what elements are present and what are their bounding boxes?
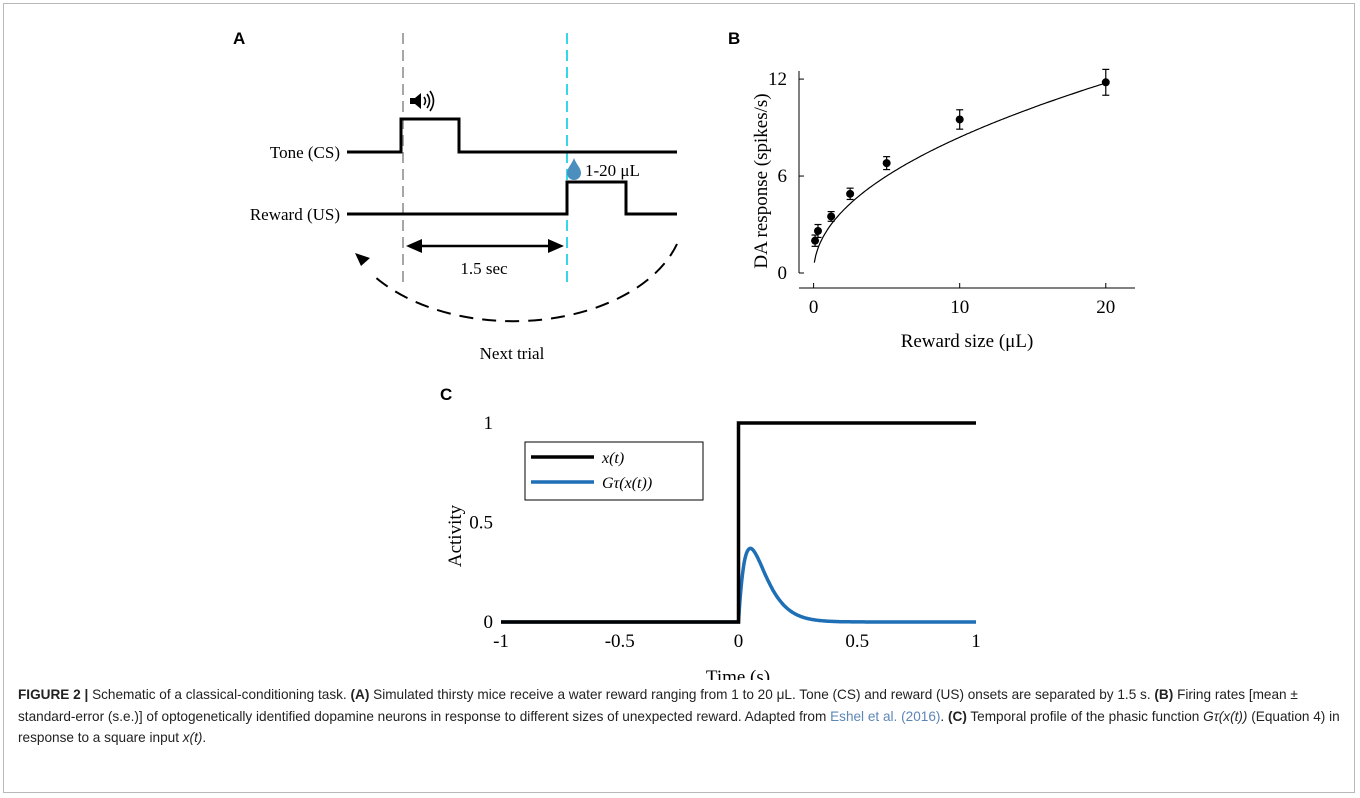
- caption-c-text-2: (Equation 4) in response to a square inp…: [18, 708, 1340, 746]
- caption-b-text: Firing rates [mean ± standard-error (s.e…: [18, 687, 1298, 724]
- b-x-ticks: 0 10 20: [809, 283, 1115, 318]
- b-data-point: [955, 115, 964, 124]
- c-x-tick-label: 0: [734, 631, 744, 652]
- c-x-axis-label: Time (s): [706, 667, 770, 680]
- b-y-axis-label: DA response (spikes/s): [751, 93, 772, 268]
- c-y-axis-label: Activity: [445, 504, 466, 567]
- panel-a: A Tone (CS) Reward (US) 1-20 μL 1.5 sec …: [233, 29, 678, 363]
- b-data-point: [811, 236, 820, 245]
- c-series-g-tau: [501, 546, 976, 624]
- panel-c: C 00.51 -1 -0.5 0 0.5 1 Time (s) Activity x(…: [440, 385, 981, 680]
- caption-a-text: Simulated thirsty mice receive a water r…: [373, 687, 1151, 702]
- c-x-tick-label: -0.5: [605, 631, 635, 652]
- caption-c-label: (C): [947, 708, 967, 724]
- b-data-points: [811, 68, 1110, 247]
- interval-label: 1.5 sec: [460, 259, 508, 278]
- c-y-tick-label: 1: [484, 413, 494, 434]
- reward-us-label: Reward (US): [250, 205, 340, 224]
- b-x-tick-label: 20: [1096, 297, 1115, 318]
- b-data-point: [1101, 78, 1110, 87]
- b-x-axis-label: Reward size (μL): [901, 331, 1034, 352]
- b-x-tick-label: 0: [809, 297, 819, 318]
- c-x-tick-label: 0.5: [845, 631, 869, 652]
- c-y-ticks: 00.51: [469, 413, 493, 633]
- b-data-point: [882, 159, 891, 168]
- b-data-point: [846, 189, 855, 198]
- speaker-icon: [410, 90, 435, 112]
- caption-a-label: (A): [350, 687, 370, 702]
- c-x-ticks: -1 -0.5 0 0.5 1: [493, 631, 981, 652]
- tone-trace: [347, 117, 677, 154]
- c-legend-label-g: Gτ(x(t)): [602, 475, 652, 492]
- water-drop-icon: [567, 158, 581, 180]
- reward-range-label: 1-20 μL: [585, 161, 640, 180]
- panel-b-letter: B: [728, 29, 740, 48]
- c-series-x-t: [501, 421, 976, 624]
- c-legend-box: [524, 441, 704, 501]
- c-legend: x(t) Gτ(x(t)): [524, 441, 704, 501]
- caption-c-function: Gτ(x(t)): [1203, 708, 1248, 724]
- b-data-point: [827, 212, 836, 221]
- c-legend-label-x: x(t): [601, 450, 624, 467]
- b-x-tick-label: 10: [950, 297, 969, 318]
- next-trial-arrowhead: [355, 253, 370, 266]
- b-y-tick-label: 12: [768, 69, 787, 90]
- next-trial-label: Next trial: [480, 344, 545, 363]
- figure-frame: [3, 3, 1355, 793]
- b-fit-curve: [813, 81, 1108, 263]
- c-x-tick-label: -1: [493, 631, 509, 652]
- caption-figure-label: FIGURE 2 |: [18, 687, 89, 702]
- panel-a-letter: A: [233, 29, 245, 48]
- caption-intro: Schematic of a classical-conditioning ta…: [92, 687, 347, 702]
- caption-reference-link[interactable]: Eshel et al. (2016): [830, 708, 941, 724]
- b-y-tick-label: 6: [778, 166, 788, 187]
- figure-caption: FIGURE 2 | Schematic of a classical-cond…: [18, 687, 1340, 746]
- caption-c-text-1: Temporal profile of the phasic function: [970, 708, 1200, 724]
- next-trial-arc: [373, 243, 678, 323]
- b-y-ticks: 0 6 12: [768, 69, 804, 284]
- caption-c-end: .: [202, 730, 207, 745]
- caption-b-label: (B): [1154, 687, 1174, 702]
- figure-canvas: A Tone (CS) Reward (US) 1-20 μL 1.5 sec …: [233, 29, 1135, 680]
- interval-arrow-right-head: [548, 239, 564, 253]
- caption-c-input: x(t): [182, 730, 203, 745]
- reward-trace: [347, 180, 677, 216]
- b-data-point: [813, 226, 822, 235]
- b-y-tick-label: 0: [778, 263, 788, 284]
- c-x-tick-label: 1: [971, 631, 981, 652]
- tone-cs-label: Tone (CS): [270, 143, 340, 162]
- panel-b: B 0 6 12 0 10 20 Reward size (μL) DA respons…: [728, 29, 1135, 352]
- panel-c-letter: C: [440, 385, 452, 404]
- interval-arrow-left-head: [406, 239, 422, 253]
- c-y-tick-label: 0.5: [469, 513, 493, 534]
- c-y-tick-label: 0: [484, 612, 494, 633]
